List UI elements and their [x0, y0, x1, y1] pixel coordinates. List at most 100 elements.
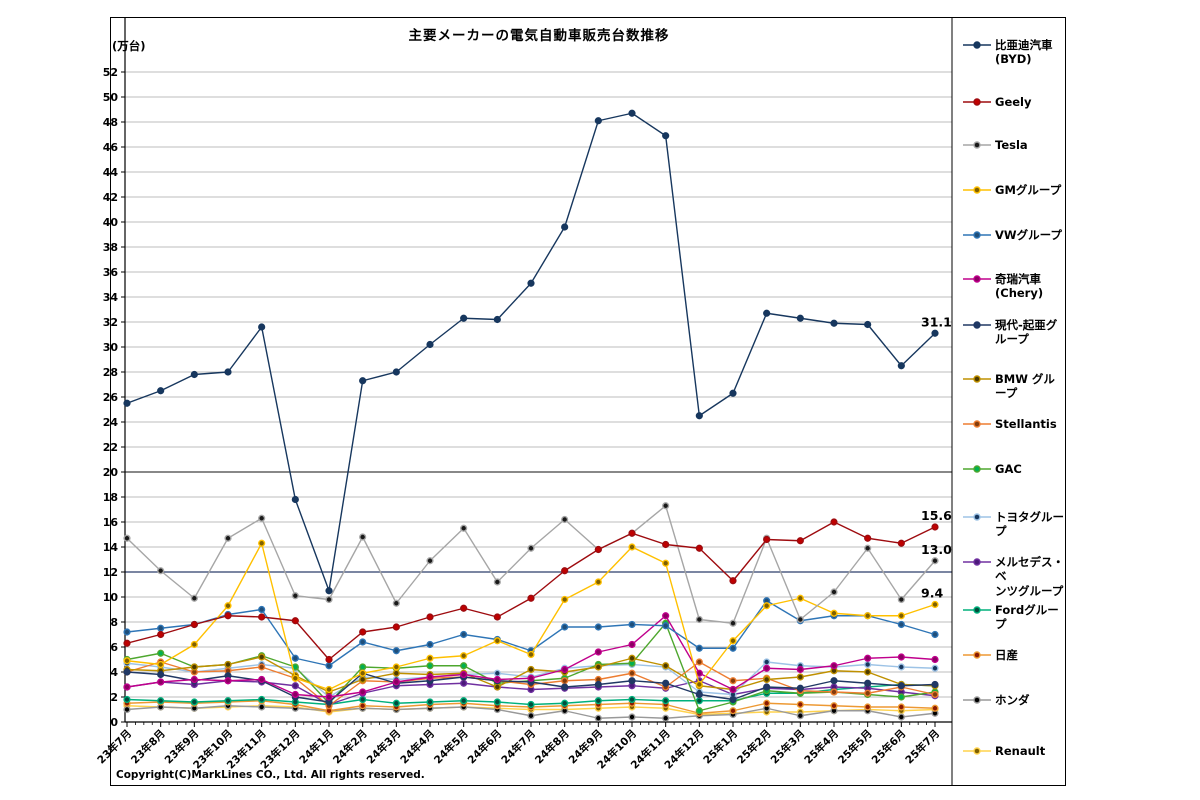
chart-title: 主要メーカーの電気自動車販売台数推移: [408, 28, 670, 44]
legend-label: BMW グループ: [995, 372, 1055, 401]
svg-text:46: 46: [103, 141, 119, 154]
svg-text:36: 36: [103, 266, 119, 279]
svg-text:28: 28: [103, 366, 118, 379]
svg-text:15.6: 15.6: [921, 508, 952, 523]
svg-text:38: 38: [103, 241, 118, 254]
legend-marker-icon: [963, 275, 991, 283]
legend-marker-icon: [963, 41, 991, 49]
legend-label: VWグループ: [995, 228, 1062, 242]
svg-text:22: 22: [103, 441, 118, 454]
legend-item: 現代-起亜グ ループ: [962, 318, 1057, 347]
svg-text:24年1月: 24年1月: [297, 727, 337, 767]
svg-text:40: 40: [103, 216, 119, 229]
svg-text:34: 34: [103, 291, 119, 304]
svg-text:13.0: 13.0: [921, 542, 952, 557]
legend-item: 奇瑞汽車 (Chery): [962, 272, 1043, 301]
chart-legend: 比亜迪汽車 (BYD) Geely Tesla GMグループ VWグループ奇瑞汽車 (C…: [958, 0, 1066, 786]
svg-text:24年5月: 24年5月: [431, 727, 471, 767]
svg-text:24年6月: 24年6月: [465, 727, 505, 767]
svg-text:26: 26: [103, 391, 119, 404]
legend-item: GAC: [962, 462, 1022, 476]
svg-text:23年7月: 23年7月: [95, 727, 135, 767]
svg-text:24年8月: 24年8月: [532, 727, 572, 767]
legend-item: GMグループ: [962, 183, 1061, 197]
legend-label: 日産: [995, 648, 1018, 662]
legend-item: BMW グループ: [962, 372, 1066, 401]
legend-item: Fordグループ: [962, 603, 1066, 632]
legend-marker-icon: [963, 606, 991, 614]
svg-text:18: 18: [103, 491, 118, 504]
svg-text:24年7月: 24年7月: [499, 727, 539, 767]
svg-text:23年8月: 23年8月: [128, 727, 168, 767]
legend-marker-icon: [963, 696, 991, 704]
legend-item: Tesla: [962, 138, 1028, 152]
svg-text:30: 30: [103, 341, 119, 354]
legend-marker-icon: [963, 186, 991, 194]
legend-label: GAC: [995, 462, 1022, 476]
svg-text:32: 32: [103, 316, 118, 329]
legend-label: ホンダ: [995, 693, 1030, 707]
svg-text:44: 44: [103, 166, 119, 179]
legend-marker-icon: [963, 375, 991, 383]
svg-text:12: 12: [103, 566, 118, 579]
svg-text:31.1: 31.1: [921, 314, 952, 329]
legend-marker-icon: [963, 141, 991, 149]
legend-label: メルセデス・ベ ンツグループ: [995, 555, 1064, 598]
svg-text:25年3月: 25年3月: [768, 727, 808, 767]
legend-label: 奇瑞汽車 (Chery): [995, 272, 1044, 301]
legend-item: メルセデス・ベ ンツグループ: [962, 555, 1066, 598]
svg-text:25年5月: 25年5月: [835, 727, 875, 767]
svg-text:14: 14: [103, 541, 119, 554]
legend-item: 日産: [962, 648, 1018, 662]
legend-label: Renault: [995, 744, 1046, 758]
legend-item: VWグループ: [962, 228, 1062, 242]
legend-label: Geely: [995, 95, 1032, 109]
legend-marker-icon: [963, 747, 991, 755]
svg-text:0: 0: [110, 716, 118, 729]
legend-item: Stellantis: [962, 417, 1057, 431]
svg-text:24: 24: [103, 416, 119, 429]
legend-item: Renault: [962, 744, 1045, 758]
legend-item: 比亜迪汽車 (BYD): [962, 38, 1053, 67]
svg-text:25年1月: 25年1月: [701, 727, 741, 767]
svg-text:8: 8: [110, 616, 118, 629]
legend-label: GMグループ: [995, 183, 1062, 197]
legend-marker-icon: [963, 420, 991, 428]
legend-marker-icon: [963, 651, 991, 659]
legend-label: 現代-起亜グ ループ: [995, 318, 1058, 347]
svg-text:24年2月: 24年2月: [330, 727, 370, 767]
svg-text:10: 10: [103, 591, 119, 604]
legend-marker-icon: [963, 513, 991, 521]
legend-marker-icon: [963, 321, 991, 329]
legend-label: Tesla: [995, 138, 1028, 152]
svg-text:24年4月: 24年4月: [398, 727, 438, 767]
svg-text:25年6月: 25年6月: [869, 727, 909, 767]
svg-text:25年2月: 25年2月: [734, 727, 774, 767]
svg-text:20: 20: [103, 466, 119, 479]
svg-text:16: 16: [103, 516, 119, 529]
legend-marker-icon: [963, 465, 991, 473]
legend-item: ホンダ: [962, 693, 1030, 707]
svg-text:42: 42: [103, 191, 118, 204]
legend-item: Geely: [962, 95, 1031, 109]
legend-marker-icon: [963, 558, 991, 566]
legend-item: トヨタグループ: [962, 510, 1066, 539]
legend-label: Fordグループ: [995, 603, 1059, 632]
svg-text:24年3月: 24年3月: [364, 727, 404, 767]
legend-label: トヨタグループ: [995, 510, 1064, 539]
svg-text:4: 4: [110, 666, 118, 679]
y-axis-unit-label: (万台): [112, 39, 146, 53]
svg-text:48: 48: [103, 116, 118, 129]
svg-text:6: 6: [110, 641, 118, 654]
legend-marker-icon: [963, 98, 991, 106]
svg-text:50: 50: [103, 91, 119, 104]
svg-text:52: 52: [103, 66, 118, 79]
legend-marker-icon: [963, 231, 991, 239]
svg-text:25年7月: 25年7月: [903, 727, 943, 767]
legend-label: 比亜迪汽車 (BYD): [995, 38, 1053, 67]
svg-text:2: 2: [110, 691, 118, 704]
svg-text:9.4: 9.4: [921, 586, 943, 601]
copyright-text: Copyright(C)MarkLines CO., Ltd. All righ…: [116, 769, 425, 781]
legend-label: Stellantis: [995, 417, 1057, 431]
